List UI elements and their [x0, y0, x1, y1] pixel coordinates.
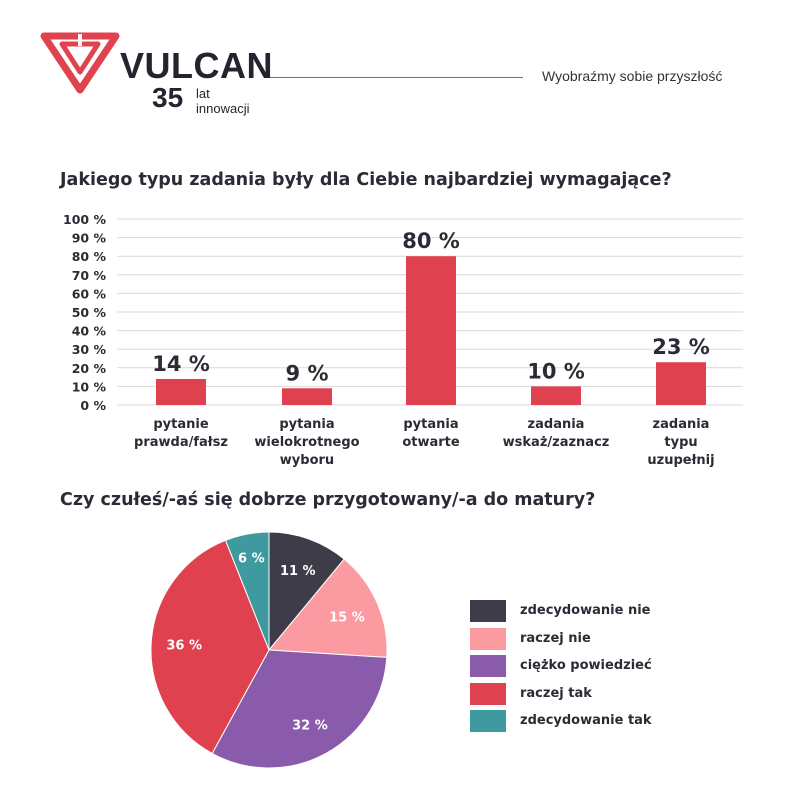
header-divider — [270, 77, 523, 78]
tagline: Wyobraźmy sobie przyszłość — [542, 68, 723, 84]
pie-slice-label: 6 % — [238, 551, 265, 566]
legend-swatch — [470, 655, 506, 677]
y-tick-label: 90 % — [72, 231, 107, 246]
bar — [531, 386, 581, 405]
pie-slice — [268, 531, 345, 652]
pie-chart: 11 % 15 % 32 % 36 % 6 % — [150, 531, 388, 769]
y-tick-label: 0 % — [80, 398, 106, 413]
bar-chart: 0 % 10 % 20 % 30 % 40 % 50 % 60 % 70 % 80 % 90 % 1… — [63, 212, 743, 468]
legend-label: zdecydowanie tak — [520, 713, 652, 728]
anniversary-text-line2: innowacji — [196, 101, 250, 116]
legend-label: zdecydowanie nie — [520, 603, 651, 618]
y-tick-label: 20 % — [72, 361, 107, 376]
bar-value-label: 9 % — [286, 361, 329, 385]
bar — [156, 378, 206, 405]
pie-slice — [211, 649, 388, 769]
vulcan-logo-icon — [40, 32, 120, 94]
legend-label: ciężko powiedzieć — [520, 658, 652, 673]
y-tick-label: 50 % — [72, 305, 107, 320]
pie-slice-label: 36 % — [166, 639, 202, 654]
y-tick-label: 10 % — [72, 379, 107, 394]
y-tick-label: 60 % — [72, 286, 107, 301]
bar-value-label: 10 % — [527, 359, 585, 383]
pie-slice-label: 32 % — [292, 718, 328, 733]
pie-slice — [224, 531, 270, 651]
pie-slice — [150, 539, 270, 755]
anniversary-text: lat innowacji — [196, 86, 249, 116]
header: VULCAN 35 lat innowacji Wyobraźmy sobie … — [0, 0, 800, 130]
legend-label: raczej nie — [520, 630, 591, 646]
brand-name: VULCAN — [120, 45, 273, 86]
y-tick-label: 40 % — [72, 324, 107, 339]
anniversary-text-line1: lat — [196, 86, 210, 101]
bar — [656, 362, 706, 405]
bar-chart-title: Jakiego typu zadania były dla Ciebie naj… — [60, 170, 672, 190]
y-tick-label: 80 % — [72, 249, 107, 264]
bar-value-label: 23 % — [652, 335, 710, 359]
x-category-label: pytania otwarte — [402, 417, 460, 450]
x-category-label: pytania wielokrotnego wyboru — [254, 417, 359, 468]
pie-slice-label: 15 % — [329, 610, 365, 625]
pie-slice-label: 11 % — [280, 564, 316, 579]
x-category-label: zadania typu uzupełnij — [647, 417, 714, 468]
y-tick-label: 70 % — [72, 268, 107, 283]
legend-swatch — [470, 682, 506, 705]
bar — [282, 388, 332, 405]
legend-swatch — [470, 710, 506, 732]
bar-value-label: 80 % — [402, 229, 460, 253]
bar — [406, 256, 456, 405]
y-tick-label: 30 % — [72, 342, 107, 357]
legend-label: raczej tak — [520, 685, 592, 701]
legend-swatch — [470, 627, 506, 650]
x-category-label: zadania wskaż/zaznacz — [503, 417, 610, 450]
legend-swatch — [470, 600, 506, 622]
bar-value-label: 14 % — [152, 352, 210, 376]
pie-chart-title: Czy czułeś/-aś się dobrze przygotowany/-… — [60, 490, 596, 510]
x-category-label: pytanie prawda/fałsz — [134, 417, 228, 450]
anniversary-number: 35 — [152, 82, 184, 113]
pie-slice — [267, 558, 388, 658]
y-tick-label: 100 % — [63, 212, 106, 227]
